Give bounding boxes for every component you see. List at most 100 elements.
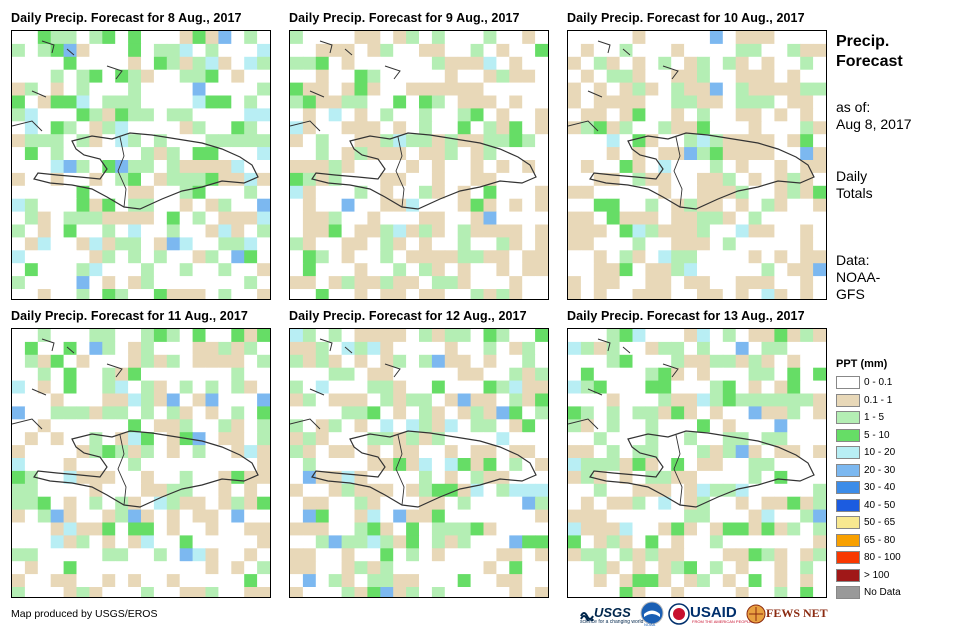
- precip-cell: [444, 276, 459, 290]
- precip-cell: [141, 31, 155, 45]
- precip-cell: [218, 354, 232, 369]
- precip-cell: [568, 329, 582, 343]
- precip-cell: [141, 82, 155, 96]
- precip-cell: [658, 329, 672, 343]
- precip-cell: [431, 445, 446, 459]
- precip-cell: [580, 185, 595, 200]
- precip-cell: [244, 56, 258, 71]
- precip-cell: [671, 367, 685, 382]
- precip-cell: [24, 108, 39, 122]
- precip-cell: [257, 43, 270, 58]
- precip-cell: [709, 134, 724, 148]
- precip-cell: [568, 289, 582, 299]
- precip-cell: [37, 548, 52, 562]
- precip-cell: [671, 419, 685, 433]
- precip-cell: [12, 329, 26, 343]
- precip-cell: [535, 224, 548, 238]
- precip-cell: [419, 289, 433, 299]
- precip-cell: [24, 380, 39, 394]
- legend-swatch: [836, 481, 860, 494]
- precip-cell: [24, 95, 39, 109]
- precip-cell: [735, 522, 750, 536]
- legend-swatch: [836, 498, 860, 512]
- precip-cell: [431, 561, 446, 575]
- precip-cell: [166, 509, 181, 523]
- precip-cell: [24, 367, 39, 382]
- precip-cell: [192, 276, 206, 290]
- precip-cell: [393, 406, 407, 420]
- precip-cell: [153, 470, 168, 485]
- precip-cell: [761, 276, 775, 290]
- precip-cell: [800, 95, 814, 109]
- precip-cell: [406, 43, 420, 58]
- precip-cell: [393, 250, 407, 264]
- precip-cell: [658, 147, 672, 161]
- precip-cell: [522, 237, 536, 251]
- precip-cell: [606, 483, 621, 498]
- precip-cell: [606, 31, 621, 45]
- precip-cell: [568, 509, 582, 523]
- precip-cell: [535, 496, 548, 511]
- precip-cell: [748, 172, 762, 187]
- precip-cell: [444, 263, 459, 277]
- precip-cell: [522, 548, 536, 562]
- precip-cell: [218, 406, 232, 420]
- precip-cell: [748, 69, 762, 84]
- precip-cell: [192, 341, 206, 356]
- precip-cell: [761, 95, 775, 109]
- precip-cell: [12, 574, 26, 588]
- precip-cell: [354, 160, 368, 174]
- fewsnet-icon: [746, 604, 766, 624]
- data-line3: GFS: [836, 286, 865, 302]
- precip-cell: [315, 483, 330, 498]
- precip-cell: [37, 496, 52, 511]
- precip-cell: [496, 535, 510, 549]
- precip-cell: [419, 522, 433, 536]
- precip-cell: [63, 535, 77, 549]
- precip-cell: [128, 341, 142, 356]
- legend-swatch: [836, 376, 860, 389]
- precip-cell: [12, 276, 26, 290]
- precip-cell: [444, 160, 459, 174]
- precip-cell: [24, 419, 39, 433]
- precip-cell: [722, 341, 737, 356]
- precip-cell: [684, 445, 698, 459]
- precip-cell: [290, 172, 304, 187]
- precip-cell: [315, 561, 330, 575]
- precip-cell: [580, 587, 595, 597]
- precip-cell: [179, 496, 194, 511]
- precip-cell: [774, 458, 788, 472]
- precip-cell: [593, 458, 608, 472]
- precip-cell: [328, 147, 343, 161]
- precip-cell: [290, 134, 304, 148]
- precip-cell: [205, 198, 219, 213]
- precip-cell: [658, 69, 672, 84]
- precip-cell: [496, 289, 510, 299]
- precip-cell: [787, 329, 801, 343]
- precip-cell: [709, 574, 724, 588]
- precip-cell: [128, 134, 142, 148]
- precip-cell: [632, 185, 646, 200]
- precip-cell: [735, 406, 750, 420]
- precip-cell: [761, 121, 775, 135]
- precip-cell: [774, 587, 788, 597]
- precip-cell: [166, 211, 181, 225]
- precip-cell: [192, 289, 206, 299]
- precip-cell: [684, 134, 698, 148]
- precip-cell: [115, 121, 129, 135]
- precip-cell: [37, 134, 52, 148]
- precip-cell: [496, 43, 510, 58]
- precip-cell: [367, 341, 381, 356]
- precip-cell: [218, 548, 232, 562]
- precip-cell: [522, 509, 536, 523]
- precip-cell: [774, 367, 788, 382]
- precip-cell: [800, 250, 814, 264]
- precip-cell: [406, 367, 420, 382]
- precip-cell: [787, 160, 801, 174]
- precip-cell: [89, 56, 103, 71]
- precip-cell: [419, 406, 433, 420]
- precip-cell: [496, 198, 510, 213]
- precip-cell: [231, 263, 245, 277]
- precip-cell: [354, 380, 368, 394]
- precip-cell: [341, 56, 355, 71]
